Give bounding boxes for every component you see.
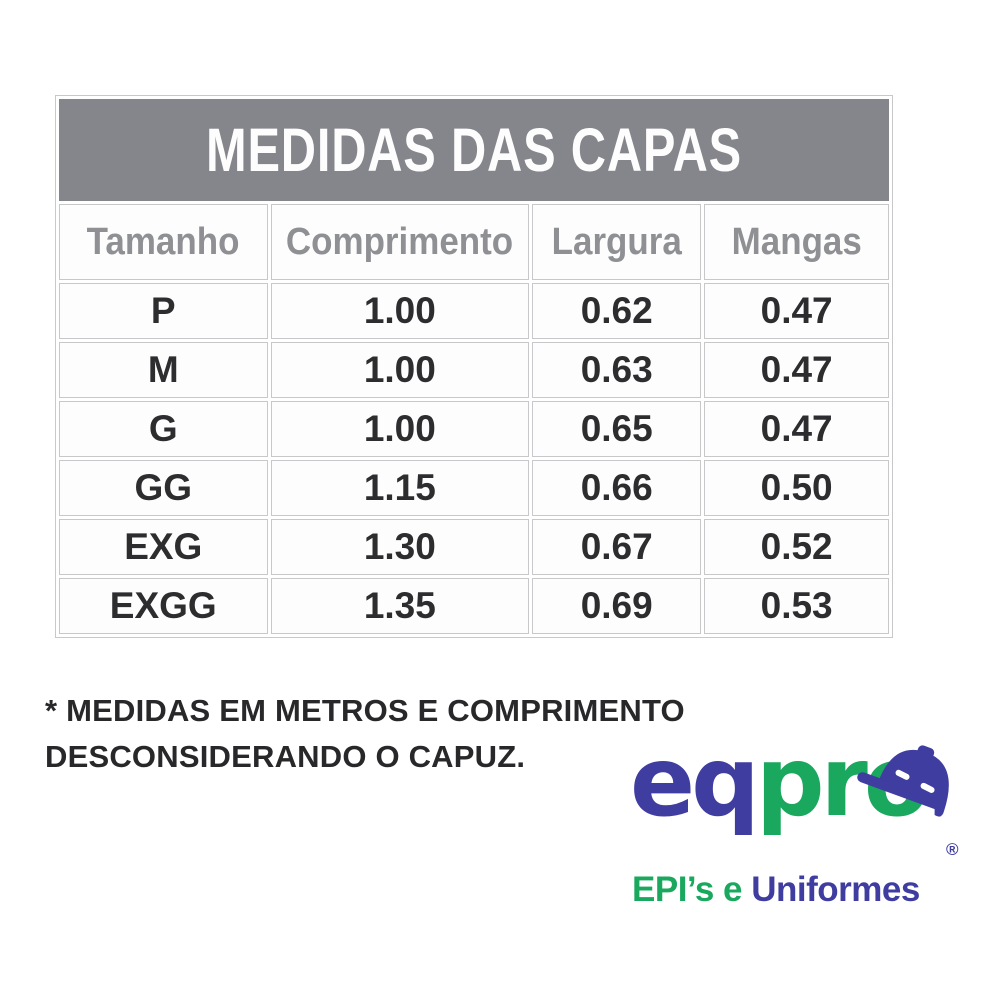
- footnote-line-1: * MEDIDAS EM METROS E COMPRIMENTO: [45, 693, 685, 728]
- eqpro-logo: eqpro ® EPI’s e Uniformes: [610, 734, 990, 933]
- largura-value: 0.62: [532, 283, 702, 339]
- table-row: G 1.00 0.65 0.47: [59, 401, 889, 457]
- table-row: GG 1.15 0.66 0.50: [59, 460, 889, 516]
- mangas-value: 0.47: [704, 401, 889, 457]
- table-row: M 1.00 0.63 0.47: [59, 342, 889, 398]
- comprimento-value: 1.00: [270, 283, 530, 339]
- footnote-line-2: DESCONSIDERANDO O CAPUZ.: [45, 739, 526, 774]
- size-label: EXGG: [59, 578, 268, 634]
- hard-hat-icon: [857, 745, 949, 817]
- tagline-blue-part: Uniformes: [751, 870, 920, 909]
- size-label: G: [59, 401, 268, 457]
- largura-value: 0.63: [532, 342, 702, 398]
- logo-tagline: EPI’s e Uniformes: [632, 870, 920, 910]
- wordmark-blue-part: eq: [630, 726, 760, 838]
- mangas-value: 0.50: [704, 460, 889, 516]
- col-header-largura: Largura: [532, 204, 702, 280]
- size-label: EXG: [59, 519, 268, 575]
- comprimento-value: 1.15: [270, 460, 530, 516]
- mangas-value: 0.47: [704, 342, 889, 398]
- col-header-comprimento: Comprimento: [270, 204, 530, 280]
- mangas-value: 0.52: [704, 519, 889, 575]
- largura-value: 0.69: [532, 578, 702, 634]
- size-label: GG: [59, 460, 268, 516]
- largura-value: 0.66: [532, 460, 702, 516]
- comprimento-value: 1.30: [270, 519, 530, 575]
- table-title-band: MEDIDAS DAS CAPAS: [59, 99, 889, 201]
- table-row: EXG 1.30 0.67 0.52: [59, 519, 889, 575]
- comprimento-value: 1.35: [270, 578, 530, 634]
- size-table: MEDIDAS DAS CAPAS Tamanho Comprimento La…: [55, 95, 893, 638]
- table-title: MEDIDAS DAS CAPAS: [205, 116, 742, 184]
- col-header-tamanho: Tamanho: [59, 204, 268, 280]
- measurement-footnote: * MEDIDAS EM METROS E COMPRIMENTO DESCON…: [45, 688, 705, 780]
- largura-value: 0.67: [532, 519, 702, 575]
- col-header-mangas: Mangas: [704, 204, 889, 280]
- comprimento-value: 1.00: [270, 342, 530, 398]
- table-row: P 1.00 0.62 0.47: [59, 283, 889, 339]
- mangas-value: 0.47: [704, 283, 889, 339]
- mangas-value: 0.53: [704, 578, 889, 634]
- size-label: M: [59, 342, 268, 398]
- table-header-row: Tamanho Comprimento Largura Mangas: [59, 204, 889, 280]
- tagline-green-part: EPI’s e: [632, 870, 752, 909]
- registered-trademark-icon: ®: [946, 840, 959, 859]
- comprimento-value: 1.00: [270, 401, 530, 457]
- size-label: P: [59, 283, 268, 339]
- largura-value: 0.65: [532, 401, 702, 457]
- table-row: EXGG 1.35 0.69 0.53: [59, 578, 889, 634]
- table-title-row: MEDIDAS DAS CAPAS: [59, 99, 889, 201]
